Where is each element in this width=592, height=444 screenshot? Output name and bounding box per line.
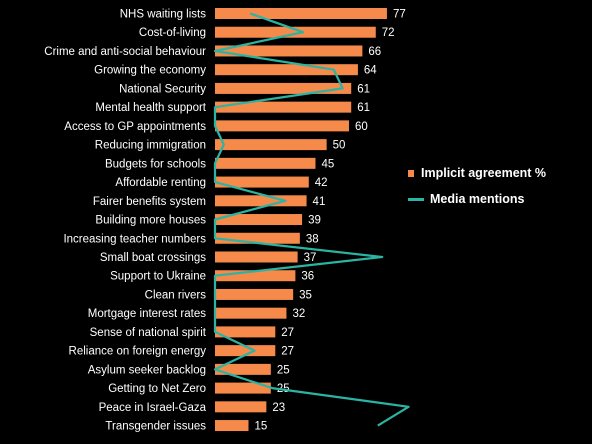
category-label: Support to Ukraine [110,271,206,283]
bar-value-label: 45 [321,158,334,170]
category-label: Reducing immigration [95,140,206,152]
bar [215,345,276,357]
category-label: Small boat crossings [100,252,206,264]
category-label: Increasing teacher numbers [63,233,206,245]
bar [215,214,303,226]
bar-value-label: 42 [315,177,328,189]
category-label: Budgets for schools [105,158,206,170]
bar-value-label: 32 [292,308,305,320]
category-label: Peace in Israel-Gaza [99,402,207,414]
bar-value-label: 37 [304,252,317,264]
legend-label-media-mentions: Media mentions [430,192,525,206]
bar [215,82,352,94]
bar-value-label: 61 [357,83,370,95]
category-label: Sense of national spirit [90,327,207,339]
category-label: Asylum seeker backlog [88,364,206,376]
bar-value-label: 50 [333,140,346,152]
bar-value-label: 41 [313,196,326,208]
bar [215,101,352,113]
bar-value-label: 36 [301,271,314,283]
bar-value-label: 15 [254,421,267,433]
legend-swatch-line-icon [408,197,424,201]
category-label: Fairer benefits system [93,196,206,208]
bar-value-label: 23 [272,402,285,414]
bars-group: NHS waiting lists 77 Cost-of-living 72 Crime… [44,8,406,433]
legend-swatch-bar-icon [408,169,414,177]
bar-value-label: 77 [393,9,406,21]
bar-value-label: 64 [364,65,377,77]
category-label: Cost-of-living [139,27,206,39]
category-label: Access to GP appointments [64,121,206,133]
bar [215,232,300,244]
category-label: NHS waiting lists [120,9,207,21]
bar [215,195,307,207]
bar [215,26,376,38]
category-label: Growing the economy [94,65,206,77]
bar [215,176,309,188]
bar-value-label: 27 [281,346,294,358]
bar [215,251,298,263]
bar [215,157,316,169]
bar [215,420,249,432]
bar [215,120,349,132]
category-label: Building more houses [95,215,206,227]
category-label: Reliance on foreign energy [69,346,207,358]
bar-value-label: 38 [306,233,319,245]
bar-value-label: 61 [357,102,370,114]
category-label: Transgender issues [105,421,206,433]
bar [215,382,271,394]
bar-value-label: 35 [299,289,312,301]
bar-value-label: 72 [382,27,395,39]
category-label: Getting to Net Zero [108,383,206,395]
category-label: Clean rivers [145,289,207,301]
bar [215,64,358,76]
bar [215,139,327,151]
bar-value-label: 27 [281,327,294,339]
category-label: Mental health support [95,102,206,114]
category-label: National Security [119,83,206,95]
bar [215,45,363,57]
media-mentions-line [213,12,410,427]
media-mentions-line-group [213,12,410,427]
bar [215,8,387,19]
legend-item-implicit-agreement: Implicit agreement % [408,166,546,180]
bar [215,326,276,338]
bar [215,363,271,375]
category-label: Crime and anti-social behaviour [44,46,206,58]
category-label: Mortgage interest rates [88,308,207,320]
bar [215,270,296,282]
bar-value-label: 66 [368,46,381,58]
bar [215,307,287,319]
bar [215,288,294,300]
legend-label-implicit-agreement: Implicit agreement % [421,166,547,180]
category-label: Affordable renting [115,177,206,189]
bar-value-label: 39 [308,215,321,227]
bar-value-label: 60 [355,121,368,133]
bar-value-label: 25 [277,364,290,376]
legend-item-media-mentions: Media mentions [408,192,524,206]
bar [215,401,267,413]
